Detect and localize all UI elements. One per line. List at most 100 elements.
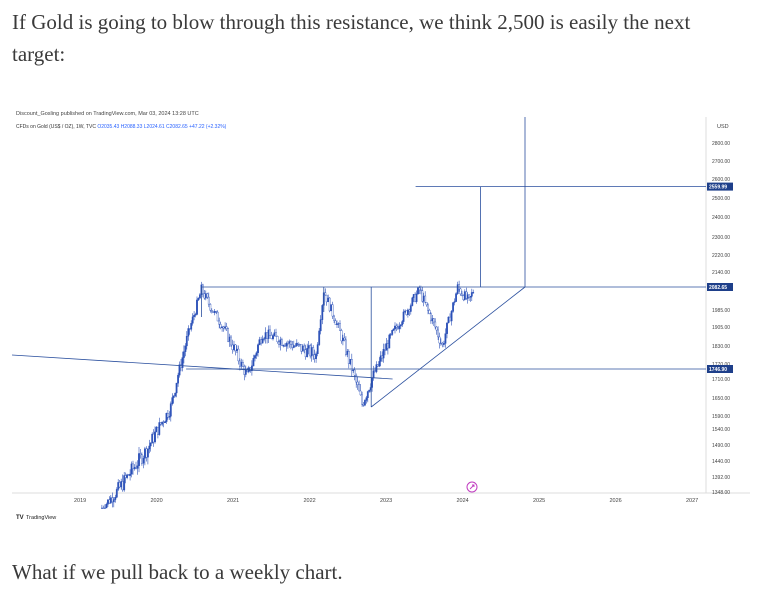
candle-body	[381, 355, 383, 359]
price-tick-label: 1392.00	[712, 475, 730, 481]
candle-body	[411, 297, 414, 306]
candle-body	[337, 323, 340, 325]
candle-body	[120, 481, 123, 488]
candle-series	[100, 280, 475, 510]
candle-body	[387, 343, 389, 349]
candle-body	[398, 325, 401, 330]
candle-body	[309, 345, 312, 357]
candle-body	[395, 325, 398, 328]
candle-body	[409, 305, 412, 312]
candle-body	[182, 351, 185, 358]
time-tick-label: 2024	[457, 498, 469, 504]
candle-body	[172, 395, 175, 398]
price-label-badge	[707, 283, 733, 291]
legend-close: C2082.65	[166, 124, 188, 130]
publisher-label: Discount_Gosling published on TradingVie…	[16, 111, 199, 117]
candle-body	[216, 311, 219, 322]
candle-body	[415, 293, 418, 302]
candle-body	[267, 329, 270, 339]
candle-body	[140, 454, 143, 464]
candle-body	[218, 320, 221, 325]
candle-body	[238, 360, 241, 367]
candle-body	[166, 413, 169, 418]
price-chart[interactable]: Discount_Gosling published on TradingVie…	[12, 103, 750, 527]
candle-body	[417, 287, 419, 295]
price-tick-label: 2600.00	[712, 177, 730, 183]
candle-body	[100, 507, 103, 510]
candle-body	[260, 339, 262, 344]
support-trendline[interactable]	[12, 354, 393, 380]
candle-body	[333, 315, 335, 321]
candle-body	[106, 499, 109, 505]
candle-body	[243, 366, 246, 375]
candle-body	[297, 342, 300, 345]
candle-body	[447, 316, 450, 324]
candle-body	[263, 338, 265, 340]
candle-body	[261, 338, 264, 344]
candle-body	[342, 337, 344, 342]
candle-body	[441, 343, 444, 345]
candle-body	[246, 369, 249, 373]
candle-body	[191, 316, 194, 324]
candle-body	[237, 348, 240, 362]
candle-body	[313, 354, 316, 360]
candle-body	[164, 421, 166, 424]
chart-container[interactable]: Discount_Gosling published on TradingVie…	[12, 103, 750, 527]
candle-body	[188, 328, 191, 330]
price-tick-label: 1540.00	[712, 427, 730, 433]
candle-body	[353, 369, 356, 376]
ascending-trendline[interactable]	[370, 286, 526, 408]
candle-body	[334, 320, 337, 325]
candle-body	[231, 344, 234, 351]
price-axis[interactable]: 2800.00 2700.00 2600.00 2500.00 2400.00 2300.…	[712, 141, 730, 496]
candle-body	[384, 348, 386, 351]
candle-body	[389, 334, 392, 336]
candle-body	[178, 364, 181, 376]
candle-body	[103, 507, 106, 510]
candle-body	[126, 474, 129, 478]
candle-body	[159, 422, 162, 425]
legend: CFDs on Gold (US$ / OZ), 1W, TVC O2035.4…	[16, 124, 227, 130]
candle-body	[331, 304, 334, 317]
time-tick-label: 2020	[151, 498, 163, 504]
candle-body	[397, 327, 399, 330]
candle-body	[224, 326, 226, 329]
candle-body	[264, 332, 267, 339]
price-label-badge	[707, 365, 733, 373]
candle-body	[158, 422, 161, 435]
candle-body	[151, 433, 154, 444]
candle-body	[114, 497, 117, 500]
candle-body	[327, 297, 330, 302]
candle-body	[349, 359, 352, 364]
candle-body	[339, 323, 341, 331]
price-tick-label: 2500.00	[712, 196, 730, 202]
candle-body	[273, 332, 276, 336]
candle-body	[392, 328, 395, 331]
candle-body	[461, 293, 463, 296]
candle-body	[241, 362, 244, 367]
price-tick-label: 1710.00	[712, 377, 730, 383]
candle-body	[378, 361, 381, 367]
candle-body	[168, 416, 171, 418]
legend-low: L2024.61	[144, 124, 165, 130]
outro-paragraph: What if we pull back to a weekly chart.	[12, 560, 343, 584]
candle-body	[143, 448, 146, 459]
candle-body	[279, 339, 282, 345]
event-marker-icon[interactable]	[466, 481, 478, 493]
candle-body	[312, 347, 315, 356]
candle-body	[127, 474, 130, 476]
candle-body	[315, 353, 317, 360]
time-tick-label: 2019	[74, 498, 86, 504]
candle-body	[452, 302, 454, 312]
time-axis[interactable]: 2019 2020 2021 2022 2023 2024 2025 2026 2027	[74, 498, 698, 504]
candle-body	[197, 297, 200, 301]
candle-body	[310, 347, 313, 357]
candle-body	[284, 345, 286, 347]
candle-body	[292, 345, 295, 348]
candle-body	[198, 294, 201, 299]
candle-body	[472, 292, 475, 294]
candle-body	[230, 336, 232, 346]
candle-body	[469, 295, 472, 298]
candle-body	[138, 453, 140, 467]
candle-body	[129, 473, 132, 476]
